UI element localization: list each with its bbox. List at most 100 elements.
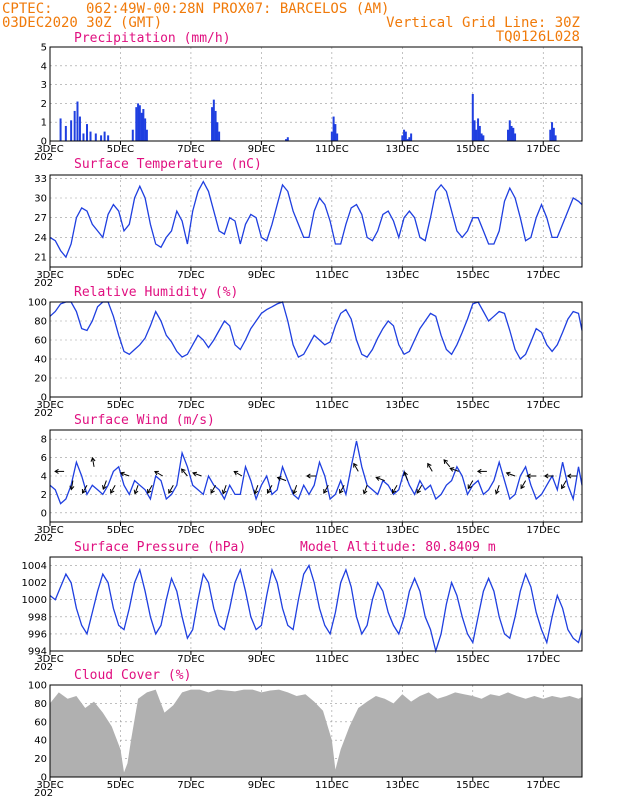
wind-arrow-shaft [467,480,474,489]
precip-bar [131,129,134,141]
precip-bar [551,122,554,141]
wind-arrow-head [110,488,115,494]
panel-pressure: Surface Pressure (hPa) Model Altitude: 80… [22,540,583,673]
wind-arrow [233,470,243,477]
pressure-subtitle: Model Altitude: 80.8409 m [300,540,496,555]
wind-arrow-head [520,484,525,490]
pressure-xtick-label: 13DEC [385,654,419,665]
precip-bar [330,131,333,141]
wind-arrow-shaft [363,485,368,494]
precipitation-xtick-label: 3DEC [36,144,63,155]
precip-bar [137,103,140,141]
wind-arrow-shaft [520,480,527,489]
wind-arrow [403,471,409,481]
wind-ytick-label: 4 [41,472,47,483]
wind-arrow-shaft [495,485,500,494]
precip-bar [140,112,143,141]
precip-bar [218,131,221,141]
temperature-xtick-label: 13DEC [385,270,419,281]
humidity-ytick-label: 80 [34,317,47,328]
precip-bar [512,127,515,141]
cloud-cover-title: Cloud Cover (%) [74,668,191,683]
wind-arrow-shaft [353,463,359,472]
precip-bar [507,129,510,141]
precip-bar [144,118,147,141]
wind-year-label: 202 [34,533,53,544]
pressure-ytick-label: 1000 [22,595,47,606]
humidity-xtick-label: 17DEC [526,400,560,411]
wind-arrow-shaft [416,484,423,494]
precip-bar [508,120,511,141]
wind-arrow-head [292,489,298,495]
wind-arrow-shaft [192,472,202,477]
wind-arrow [520,480,527,490]
cloud-cover-xtick-label: 17DEC [526,780,560,791]
cloud-cover-xtick-label: 15DEC [456,780,490,791]
panel-precipitation: Precipitation (mm/h) 0 1 2 3 4 5 3DEC 5DEC 7DEC 9D… [34,31,583,163]
wind-arrow-shaft [392,484,398,494]
wind-arrow-shaft [233,471,243,477]
header-location: 062:49W-00:28N PROX07: BARCELOS (AM) [86,1,389,17]
wind-arrow-shaft [254,485,259,494]
wind-arrow-head [323,489,328,494]
temperature-ytick-label: 27 [34,213,47,224]
wind-arrow [221,485,227,495]
precip-bar [401,135,404,141]
wind-arrow [476,468,487,474]
wind-arrow [353,462,359,472]
wind-arrow [253,485,259,495]
wind-arrow-head [392,489,397,494]
humidity-line [49,301,583,361]
precip-bar [78,116,81,141]
cloud-cover-area [50,689,582,777]
precipitation-ytick-label: 3 [41,80,47,91]
precipitation-year-label: 202 [34,152,53,163]
wind-arrow-head [221,489,227,495]
cloud-cover-xtick-label: 9DEC [248,780,275,791]
precip-bar [285,139,288,141]
temperature-xtick-label: 15DEC [456,270,490,281]
precip-bar [145,129,148,141]
pressure-year-label: 202 [34,662,53,673]
precip-bar [100,135,103,141]
wind-arrow [147,484,153,494]
pressure-line [49,563,583,654]
wind-arrow [561,480,567,490]
precipitation-xtick-label: 9DEC [248,144,275,155]
temperature-xtick-label: 9DEC [248,270,275,281]
precipitation-ytick-label: 5 [41,43,47,54]
precip-bar [336,133,339,141]
cloud-cover-ytick-label: 20 [34,754,47,765]
wind-xtick-label: 9DEC [248,525,275,536]
wind-xtick-label: 11DEC [315,525,349,536]
temperature-xtick-label: 5DEC [107,270,134,281]
humidity-title: Relative Humidity (%) [74,285,238,300]
header-run-date: 03DEC2020 30Z (GMT) [2,15,162,31]
wind-arrow-head [210,488,215,494]
temperature-xtick-label: 7DEC [177,270,204,281]
wind-arrow-head [276,476,282,481]
wind-arrow [392,484,398,494]
wind-arrow-head [119,471,125,477]
precipitation-xtick-label: 13DEC [385,144,419,155]
wind-arrow-head [449,467,455,472]
wind-arrow [339,484,345,494]
wind-arrow [69,480,75,491]
precipitation-xtick-label: 15DEC [456,144,490,155]
temperature-ytick-label: 33 [34,174,47,185]
wind-arrow-shaft [339,484,345,494]
wind-arrow-shaft [450,467,459,472]
wind-arrow-head [416,488,421,494]
precip-bar [334,124,337,141]
wind-arrow-head [54,468,59,474]
pressure-xtick-label: 11DEC [315,654,349,665]
cloud-cover-ytick-label: 100 [28,681,47,692]
precip-bar [76,101,79,141]
wind-arrow [90,456,96,467]
wind-arrow-head [353,462,358,468]
humidity-xtick-label: 5DEC [107,400,134,411]
precip-bar [478,125,481,141]
wind-arrow [416,484,423,494]
wind-arrow [306,473,316,479]
precip-bar [480,133,483,141]
